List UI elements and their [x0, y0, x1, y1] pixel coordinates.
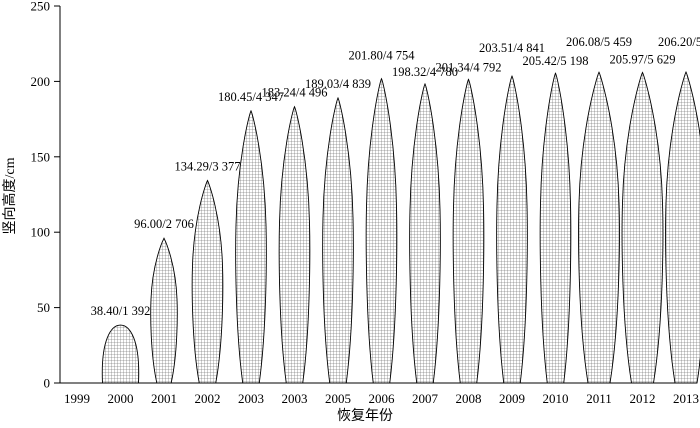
data-label-2007: 198.32/4 780 [392, 65, 458, 79]
x-tick-label: 2003 [238, 391, 264, 406]
labels-layer: 0 50 100 150 200 250 1999 2000 2001 2002 2003 2003 2… [31, 0, 700, 406]
x-tick-label: 2005 [325, 391, 351, 406]
plant-shape-2006 [365, 77, 398, 384]
x-tick-label: 2006 [369, 391, 396, 406]
data-label-2012: 205.97/5 629 [610, 52, 676, 66]
data-label-2002: 134.29/3 377 [175, 159, 241, 173]
plant-shape-2009 [496, 75, 528, 384]
x-tick-label: 2011 [586, 391, 612, 406]
plant-shape-2003 [278, 105, 311, 384]
data-label-2010: 205.42/5 198 [523, 54, 589, 68]
y-tick-label: 150 [31, 149, 51, 164]
x-tick-label: 2010 [543, 391, 569, 406]
x-tick-label: 2001 [151, 391, 177, 406]
data-label-2005: 189.03/4 839 [305, 77, 371, 91]
plant-shape-2000 [101, 324, 140, 384]
x-tick-label: 1999 [64, 391, 90, 406]
y-tick-label: 0 [44, 376, 51, 391]
shapes-layer [101, 71, 700, 384]
y-tick-label: 250 [31, 0, 51, 14]
plant-shape-2008 [452, 78, 485, 384]
x-tick-label: 2008 [456, 391, 482, 406]
y-tick-label: 200 [31, 74, 51, 89]
plant-shape-2012 [621, 71, 664, 384]
axes-layer [54, 5, 690, 384]
data-label-2006: 201.80/4 754 [349, 49, 416, 63]
y-tick-label: 100 [31, 225, 51, 240]
y-axis-title: 竖向高度/cm [1, 157, 18, 234]
x-tick-label: 2002 [195, 391, 221, 406]
x-tick-label: 2009 [499, 391, 525, 406]
plant-shape-2005 [322, 96, 354, 384]
data-label-2013: 206.20/5 582 [658, 35, 700, 49]
x-tick-label: 2003 [282, 391, 308, 406]
plant-shape-2010 [539, 72, 572, 384]
data-label-2000: 38.40/1 392 [91, 304, 151, 318]
plant-shape-2001 [150, 237, 178, 384]
plant-shape-2011 [578, 71, 620, 384]
data-label-2011: 206.08/5 459 [566, 35, 632, 49]
x-tick-label: 2000 [108, 391, 134, 406]
x-tick-label: 2007 [412, 391, 439, 406]
x-axis-title: 恢复年份 [337, 407, 393, 424]
data-label-2003: 183.24/4 496 [262, 86, 328, 100]
plant-shape-2013 [665, 71, 700, 384]
plant-shape-2002 [191, 179, 224, 384]
data-label-2003: 180.45/4 347 [218, 90, 284, 104]
y-tick-label: 50 [37, 300, 50, 315]
x-tick-label: 2013 [673, 391, 699, 406]
data-label-2008: 201.34/4 792 [436, 60, 502, 74]
x-tick-label: 2012 [630, 391, 656, 406]
data-label-2001: 96.00/2 706 [134, 217, 194, 231]
plant-shape-2007 [409, 82, 441, 384]
data-label-2009: 203.51/4 841 [479, 41, 545, 55]
plant-shape-2003 [235, 109, 267, 384]
